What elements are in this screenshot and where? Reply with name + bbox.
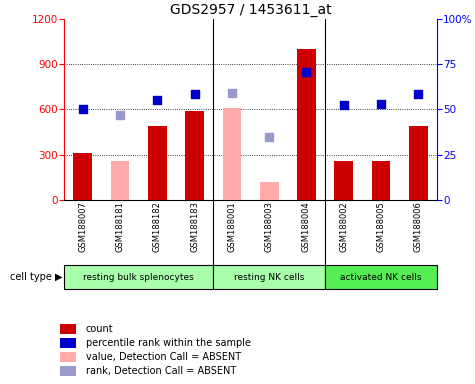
Text: resting bulk splenocytes: resting bulk splenocytes — [83, 273, 194, 282]
Point — [191, 91, 199, 98]
Text: GSM188004: GSM188004 — [302, 201, 311, 252]
Text: GSM188006: GSM188006 — [414, 201, 423, 252]
Text: GSM188002: GSM188002 — [339, 201, 348, 252]
Bar — [409, 126, 428, 200]
Bar — [223, 108, 241, 200]
Bar — [111, 161, 129, 200]
FancyBboxPatch shape — [325, 265, 437, 290]
Point — [153, 98, 161, 104]
Bar — [334, 161, 353, 200]
Text: activated NK cells: activated NK cells — [340, 273, 422, 282]
FancyBboxPatch shape — [213, 265, 325, 290]
Text: GSM188003: GSM188003 — [265, 201, 274, 252]
Point — [116, 113, 124, 119]
Bar — [372, 161, 390, 200]
Bar — [60, 324, 76, 334]
Title: GDS2957 / 1453611_at: GDS2957 / 1453611_at — [170, 3, 332, 17]
Bar — [148, 126, 167, 200]
Text: value, Detection Call = ABSENT: value, Detection Call = ABSENT — [86, 352, 241, 362]
Point — [266, 134, 273, 140]
Bar — [60, 338, 76, 348]
Point — [303, 69, 310, 75]
Point — [228, 90, 236, 96]
Bar — [60, 352, 76, 362]
Point — [340, 102, 348, 108]
Text: GSM188183: GSM188183 — [190, 201, 199, 252]
Text: cell type ▶: cell type ▶ — [10, 272, 62, 283]
Bar — [60, 366, 76, 376]
Point — [415, 91, 422, 98]
FancyBboxPatch shape — [64, 265, 213, 290]
Text: GSM188001: GSM188001 — [228, 201, 237, 252]
Text: count: count — [86, 324, 114, 334]
Bar — [260, 182, 278, 200]
Text: rank, Detection Call = ABSENT: rank, Detection Call = ABSENT — [86, 366, 236, 376]
Bar — [185, 111, 204, 200]
Text: GSM188005: GSM188005 — [377, 201, 386, 252]
Point — [377, 101, 385, 107]
Text: GSM188181: GSM188181 — [115, 201, 124, 252]
Bar — [297, 49, 316, 200]
Text: GSM188007: GSM188007 — [78, 201, 87, 252]
Text: resting NK cells: resting NK cells — [234, 273, 304, 282]
Bar — [74, 153, 92, 200]
Text: GSM188182: GSM188182 — [153, 201, 162, 252]
Text: percentile rank within the sample: percentile rank within the sample — [86, 338, 251, 348]
Point — [79, 106, 86, 113]
